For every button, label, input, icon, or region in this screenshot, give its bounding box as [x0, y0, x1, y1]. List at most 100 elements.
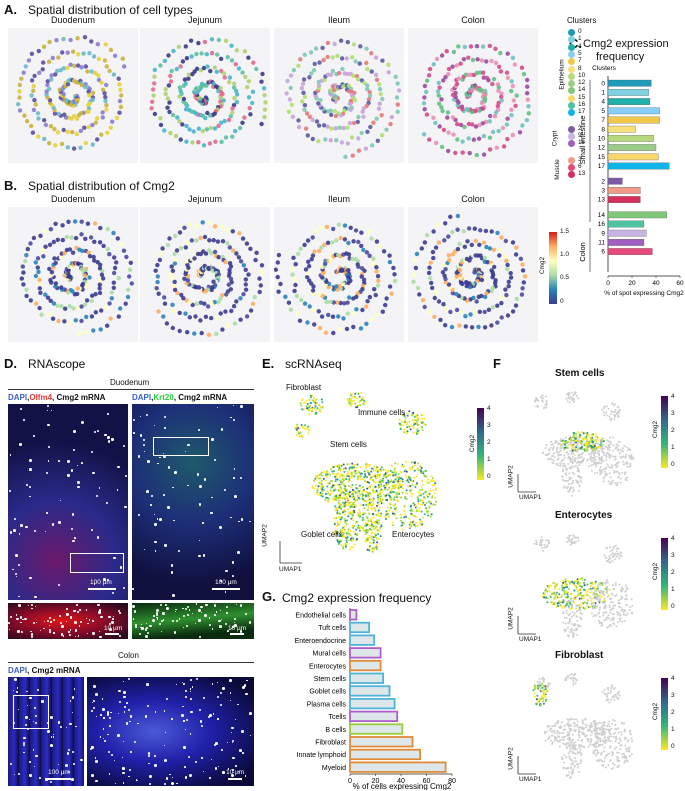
panel-d-letter: D. [4, 356, 17, 371]
legend-group-muscle: Muscle [553, 159, 561, 181]
chart-g-bar-5 [349, 672, 384, 684]
panel-a-letter: A. [4, 2, 17, 17]
cell-type-spatial-duodenum [8, 28, 138, 163]
chart-g-bar-8 [349, 710, 399, 722]
chart-g-tick-12: Myeloid [322, 765, 346, 772]
chart-c-bar-9 [607, 229, 647, 237]
chart-g-tick-11: Innate lymphoid [297, 752, 347, 759]
legend-swatch-14 [568, 87, 575, 95]
panel-c-title-1: Cmg2 expression [583, 38, 669, 50]
legend-swatch-12 [568, 80, 575, 88]
cmg2-spatial-jejunum [140, 207, 270, 342]
legend-label-5: 5 [578, 49, 582, 57]
chart-g-xtick-60: 60 [423, 778, 431, 785]
umap-e [279, 392, 437, 564]
colorbar-e-label: Cmg2 [469, 434, 477, 453]
zoom-colon-image [87, 677, 254, 786]
chart-c-bar-6 [607, 248, 653, 255]
legend-swatch-16 [568, 102, 575, 109]
legend-label-0: 0 [578, 28, 582, 35]
chart-c-bar-7 [607, 116, 660, 124]
panel-f-title-1: Enterocytes [555, 510, 613, 521]
legend-swatch-11 [568, 140, 575, 148]
legend-label-11: 11 [578, 139, 585, 147]
scale-100-colon: 100 µm [48, 769, 70, 776]
chart-c-tick-9: 9 [601, 230, 605, 237]
umap-f-fibroblast [517, 673, 634, 779]
legend-group-crypt: Crypt [551, 131, 559, 147]
legend-label-7: 7 [578, 57, 582, 65]
label-stem: Stem cells [330, 440, 367, 449]
chart-c-bar-4 [607, 98, 651, 105]
cmg2-colorbar-e [477, 408, 484, 480]
umap-f-stem-cells [517, 391, 635, 497]
legend-label-6: 6 [578, 162, 582, 170]
cell-type-spatial-colon-title: Colon [461, 15, 485, 25]
legend-label-13: 13 [578, 170, 586, 178]
chart-g-tick-10: Fibroblast [315, 740, 346, 747]
chart-c-bar-1 [607, 89, 649, 96]
chart-g-bar-0 [349, 609, 358, 621]
cmg2-colorbar-b [549, 232, 557, 304]
colorbar-e-tick-3: 3 [487, 422, 491, 429]
chart-c-bar-10 [607, 135, 654, 142]
chart-c-tick-17: 17 [598, 163, 606, 170]
cell-type-spatial-jejunum-title: Jejunum [187, 15, 223, 25]
legend-swatch-8 [568, 65, 575, 73]
label-goblet: Goblet cells [301, 530, 343, 539]
legend-group-epithelium: Epithelium [558, 59, 566, 90]
chart-c-tick-12: 12 [598, 145, 606, 152]
chart-g-tick-4: Enterocytes [309, 663, 346, 670]
panel-f-cb-tick-1-4: 4 [671, 535, 675, 542]
panel-f-cb-tick-2-2: 2 [671, 709, 675, 716]
cmg2-spatial-colon [408, 207, 538, 342]
cmg2-spatial-duodenum [8, 207, 138, 342]
colorbar-b-label: Cmg2 [539, 256, 547, 275]
panel-f-cb-tick-0-4: 4 [671, 393, 675, 400]
chart-g-tick-3: Mural cells [313, 651, 347, 658]
rnascope-left-label: DAPI,Olfm4, Cmg2 mRNA [8, 393, 106, 402]
chart-c-xtick-40: 40 [652, 280, 660, 287]
chart-g-xtick-80: 80 [448, 778, 456, 785]
legend-swatch-3 [568, 156, 575, 164]
rnascope-colon-label: DAPI, Cmg2 mRNA [8, 666, 81, 675]
panel-f-cb-tick-1-3: 3 [671, 552, 675, 559]
chart-g-tick-7: Plasma cells [307, 701, 347, 708]
legend-label-16: 16 [578, 101, 586, 108]
legend-label-1: 1 [578, 35, 582, 43]
chart-g-bar-12 [349, 761, 447, 773]
colorbar-b-tick-1: 1.0 [560, 251, 570, 258]
legend-swatch-6 [568, 163, 575, 171]
umap-f-enterocytes [517, 534, 634, 638]
panel-f-umap1-2: UMAP1 [519, 776, 542, 783]
chart-g-bar-11 [349, 748, 421, 761]
chart-c-ylabel: Clusters [592, 65, 617, 72]
roi-box-left [70, 553, 124, 573]
panel-f-cb-tick-2-3: 3 [671, 692, 675, 699]
chart-g-tick-5: Stem cells [314, 676, 347, 683]
scale-10-zoom-left: 10 µm [104, 625, 123, 632]
legend-swatch-5 [568, 50, 575, 58]
chart-c-tick-6: 6 [601, 249, 605, 256]
cmg2-spatial-colon-title: Colon [461, 194, 485, 204]
chart-g-tick-9: B cells [325, 727, 346, 734]
legend-label-10: 10 [578, 71, 586, 79]
legend-label-4: 4 [578, 42, 582, 50]
legend-label-15: 15 [578, 93, 586, 101]
cmg2-spatial-ileum-title: Ileum [327, 194, 350, 204]
chart-c-tick-14: 14 [598, 212, 606, 219]
panel-b-title: Spatial distribution of Cmg2 [28, 179, 175, 193]
cell-type-spatial-colon [408, 28, 538, 163]
legend-swatch-1 [568, 36, 575, 44]
chart-c-tick-5: 5 [601, 108, 605, 115]
legend-label-12: 12 [578, 79, 586, 87]
panel-f-cb-tick-2-4: 4 [671, 675, 675, 682]
panel-b-letter: B. [4, 178, 17, 193]
chart-c-bar-5 [607, 107, 660, 115]
scale-100-left: 100 µm [90, 579, 112, 586]
chart-c-bar-14 [607, 211, 667, 219]
chart-c-bar-17 [607, 162, 670, 170]
chart-c-tick-8: 8 [601, 126, 605, 133]
panel-f-cb-label-2: Cmg2 [652, 702, 660, 721]
legend-label-14: 14 [578, 86, 586, 94]
